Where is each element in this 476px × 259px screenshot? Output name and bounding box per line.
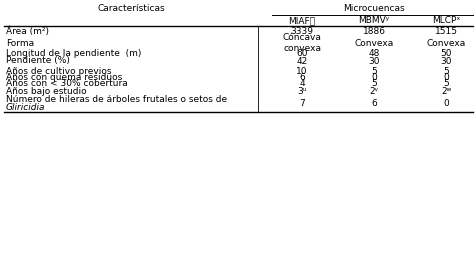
- Text: 48: 48: [368, 49, 380, 59]
- Text: 30: 30: [368, 56, 380, 66]
- Text: 60: 60: [296, 49, 308, 59]
- Text: 50: 50: [440, 49, 452, 59]
- Text: 1886: 1886: [363, 26, 386, 35]
- Text: Pendiente (%): Pendiente (%): [6, 56, 70, 66]
- Text: 30: 30: [440, 56, 452, 66]
- Text: 0: 0: [443, 98, 449, 107]
- Text: 7: 7: [299, 98, 305, 107]
- Text: Convexa: Convexa: [426, 39, 466, 47]
- Text: Longitud de la pendiente  (m): Longitud de la pendiente (m): [6, 49, 141, 59]
- Text: 0: 0: [371, 73, 377, 82]
- Text: 5: 5: [443, 67, 449, 76]
- Text: 2ʷ: 2ʷ: [441, 88, 451, 97]
- Text: 2ᵛ: 2ᵛ: [369, 88, 379, 97]
- Text: Microcuencas: Microcuencas: [343, 4, 405, 13]
- Text: Forma: Forma: [6, 39, 34, 47]
- Text: 0: 0: [443, 73, 449, 82]
- Text: MBMVʸ: MBMVʸ: [358, 16, 389, 25]
- Text: 5: 5: [443, 78, 449, 88]
- Text: Gliricidia: Gliricidia: [6, 103, 46, 112]
- Text: Cóncava
convexa: Cóncava convexa: [283, 33, 321, 53]
- Text: 6: 6: [371, 98, 377, 107]
- Text: 5: 5: [371, 67, 377, 76]
- Text: 3339: 3339: [290, 26, 314, 35]
- Text: Años con < 30% cobertura: Años con < 30% cobertura: [6, 78, 128, 88]
- Text: MIAFᶓ: MIAFᶓ: [288, 16, 316, 25]
- Text: 42: 42: [297, 56, 307, 66]
- Text: Años bajo estudio: Años bajo estudio: [6, 88, 87, 97]
- Text: Convexa: Convexa: [354, 39, 394, 47]
- Text: Número de hileras de árboles frutales o setos de: Número de hileras de árboles frutales o …: [6, 95, 227, 104]
- Text: Años con quema residuos: Años con quema residuos: [6, 73, 122, 82]
- Text: 5: 5: [371, 78, 377, 88]
- Text: 6: 6: [299, 73, 305, 82]
- Text: MLCPˣ: MLCPˣ: [432, 16, 460, 25]
- Text: Características: Características: [97, 4, 165, 13]
- Text: Años de cultivo previos: Años de cultivo previos: [6, 67, 111, 76]
- Text: 3ᵘ: 3ᵘ: [297, 88, 307, 97]
- Text: Área (m²): Área (m²): [6, 26, 49, 36]
- Text: 4: 4: [299, 78, 305, 88]
- Text: 10: 10: [296, 67, 308, 76]
- Text: 1515: 1515: [435, 26, 457, 35]
